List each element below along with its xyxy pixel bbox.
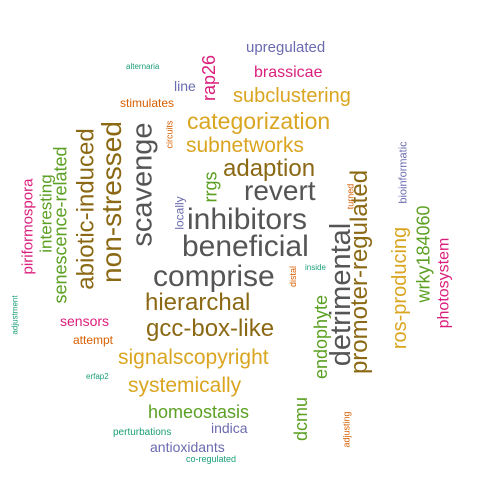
word-adjustment: adjustment bbox=[10, 295, 20, 335]
word-alternaria: alternaria bbox=[126, 62, 160, 71]
word-hierarchal: hierarchal bbox=[145, 289, 251, 316]
word-beneficial: beneficial bbox=[182, 230, 309, 263]
word-ros-producing: ros-producing bbox=[389, 226, 412, 350]
word-signalscopyright: signalscopyright bbox=[118, 346, 269, 369]
word-interesting: interesting bbox=[36, 174, 56, 253]
word-scavenge: scavenge bbox=[126, 122, 159, 247]
word-circuits: circuits bbox=[164, 120, 175, 149]
word-line: line bbox=[174, 78, 196, 94]
word-comprise: comprise bbox=[153, 260, 275, 293]
word-adaption: adaption bbox=[223, 155, 316, 182]
word-locally: locally bbox=[172, 196, 187, 230]
word-photosystem: photosystem bbox=[435, 237, 453, 329]
word-bioinformatic: bioinformatic bbox=[397, 141, 410, 204]
word-indica: indica bbox=[211, 420, 248, 436]
word-rap26: rap26 bbox=[199, 54, 220, 102]
word-attempt: attempt bbox=[73, 333, 114, 347]
word-adjusting: adjusting bbox=[341, 411, 352, 448]
word-subnetworks: subnetworks bbox=[186, 134, 304, 157]
word-turned: turned bbox=[345, 183, 356, 210]
word-subclustering: subclustering bbox=[233, 85, 351, 107]
word-endophyte: endophyte bbox=[311, 294, 332, 380]
word-wrky184060: wrky184060 bbox=[413, 205, 434, 303]
word-distal: distal bbox=[288, 265, 299, 288]
word-systemically: systemically bbox=[128, 374, 242, 397]
word-inhibitors: inhibitors bbox=[187, 203, 308, 236]
word-abiotic-induced: abiotic-induced bbox=[72, 128, 100, 290]
word-gcc-box-like: gcc-box-like bbox=[146, 315, 275, 342]
word-rrgs: rrgs bbox=[200, 171, 221, 203]
word-sensors: sensors bbox=[60, 313, 110, 329]
word-co-regulated: co-regulated bbox=[186, 454, 237, 464]
word-categorization: categorization bbox=[187, 108, 331, 134]
word-brassicae: brassicae bbox=[254, 64, 323, 81]
word-stimulates: stimulates bbox=[120, 96, 175, 110]
word-erfap2: erfap2 bbox=[86, 372, 109, 381]
word-dcmu: dcmu bbox=[291, 396, 312, 442]
word-piriformospora: piriformospora bbox=[19, 178, 37, 275]
word-revert: revert bbox=[244, 175, 316, 206]
word-antioxidants: antioxidants bbox=[150, 439, 225, 455]
word-non-stressed: non-stressed bbox=[95, 121, 127, 283]
word-perturbations: perturbations bbox=[113, 427, 172, 438]
word-upregulated: upregulated bbox=[246, 39, 326, 56]
word-inside: inside bbox=[305, 263, 326, 272]
word-homeostasis: homeostasis bbox=[148, 402, 250, 422]
